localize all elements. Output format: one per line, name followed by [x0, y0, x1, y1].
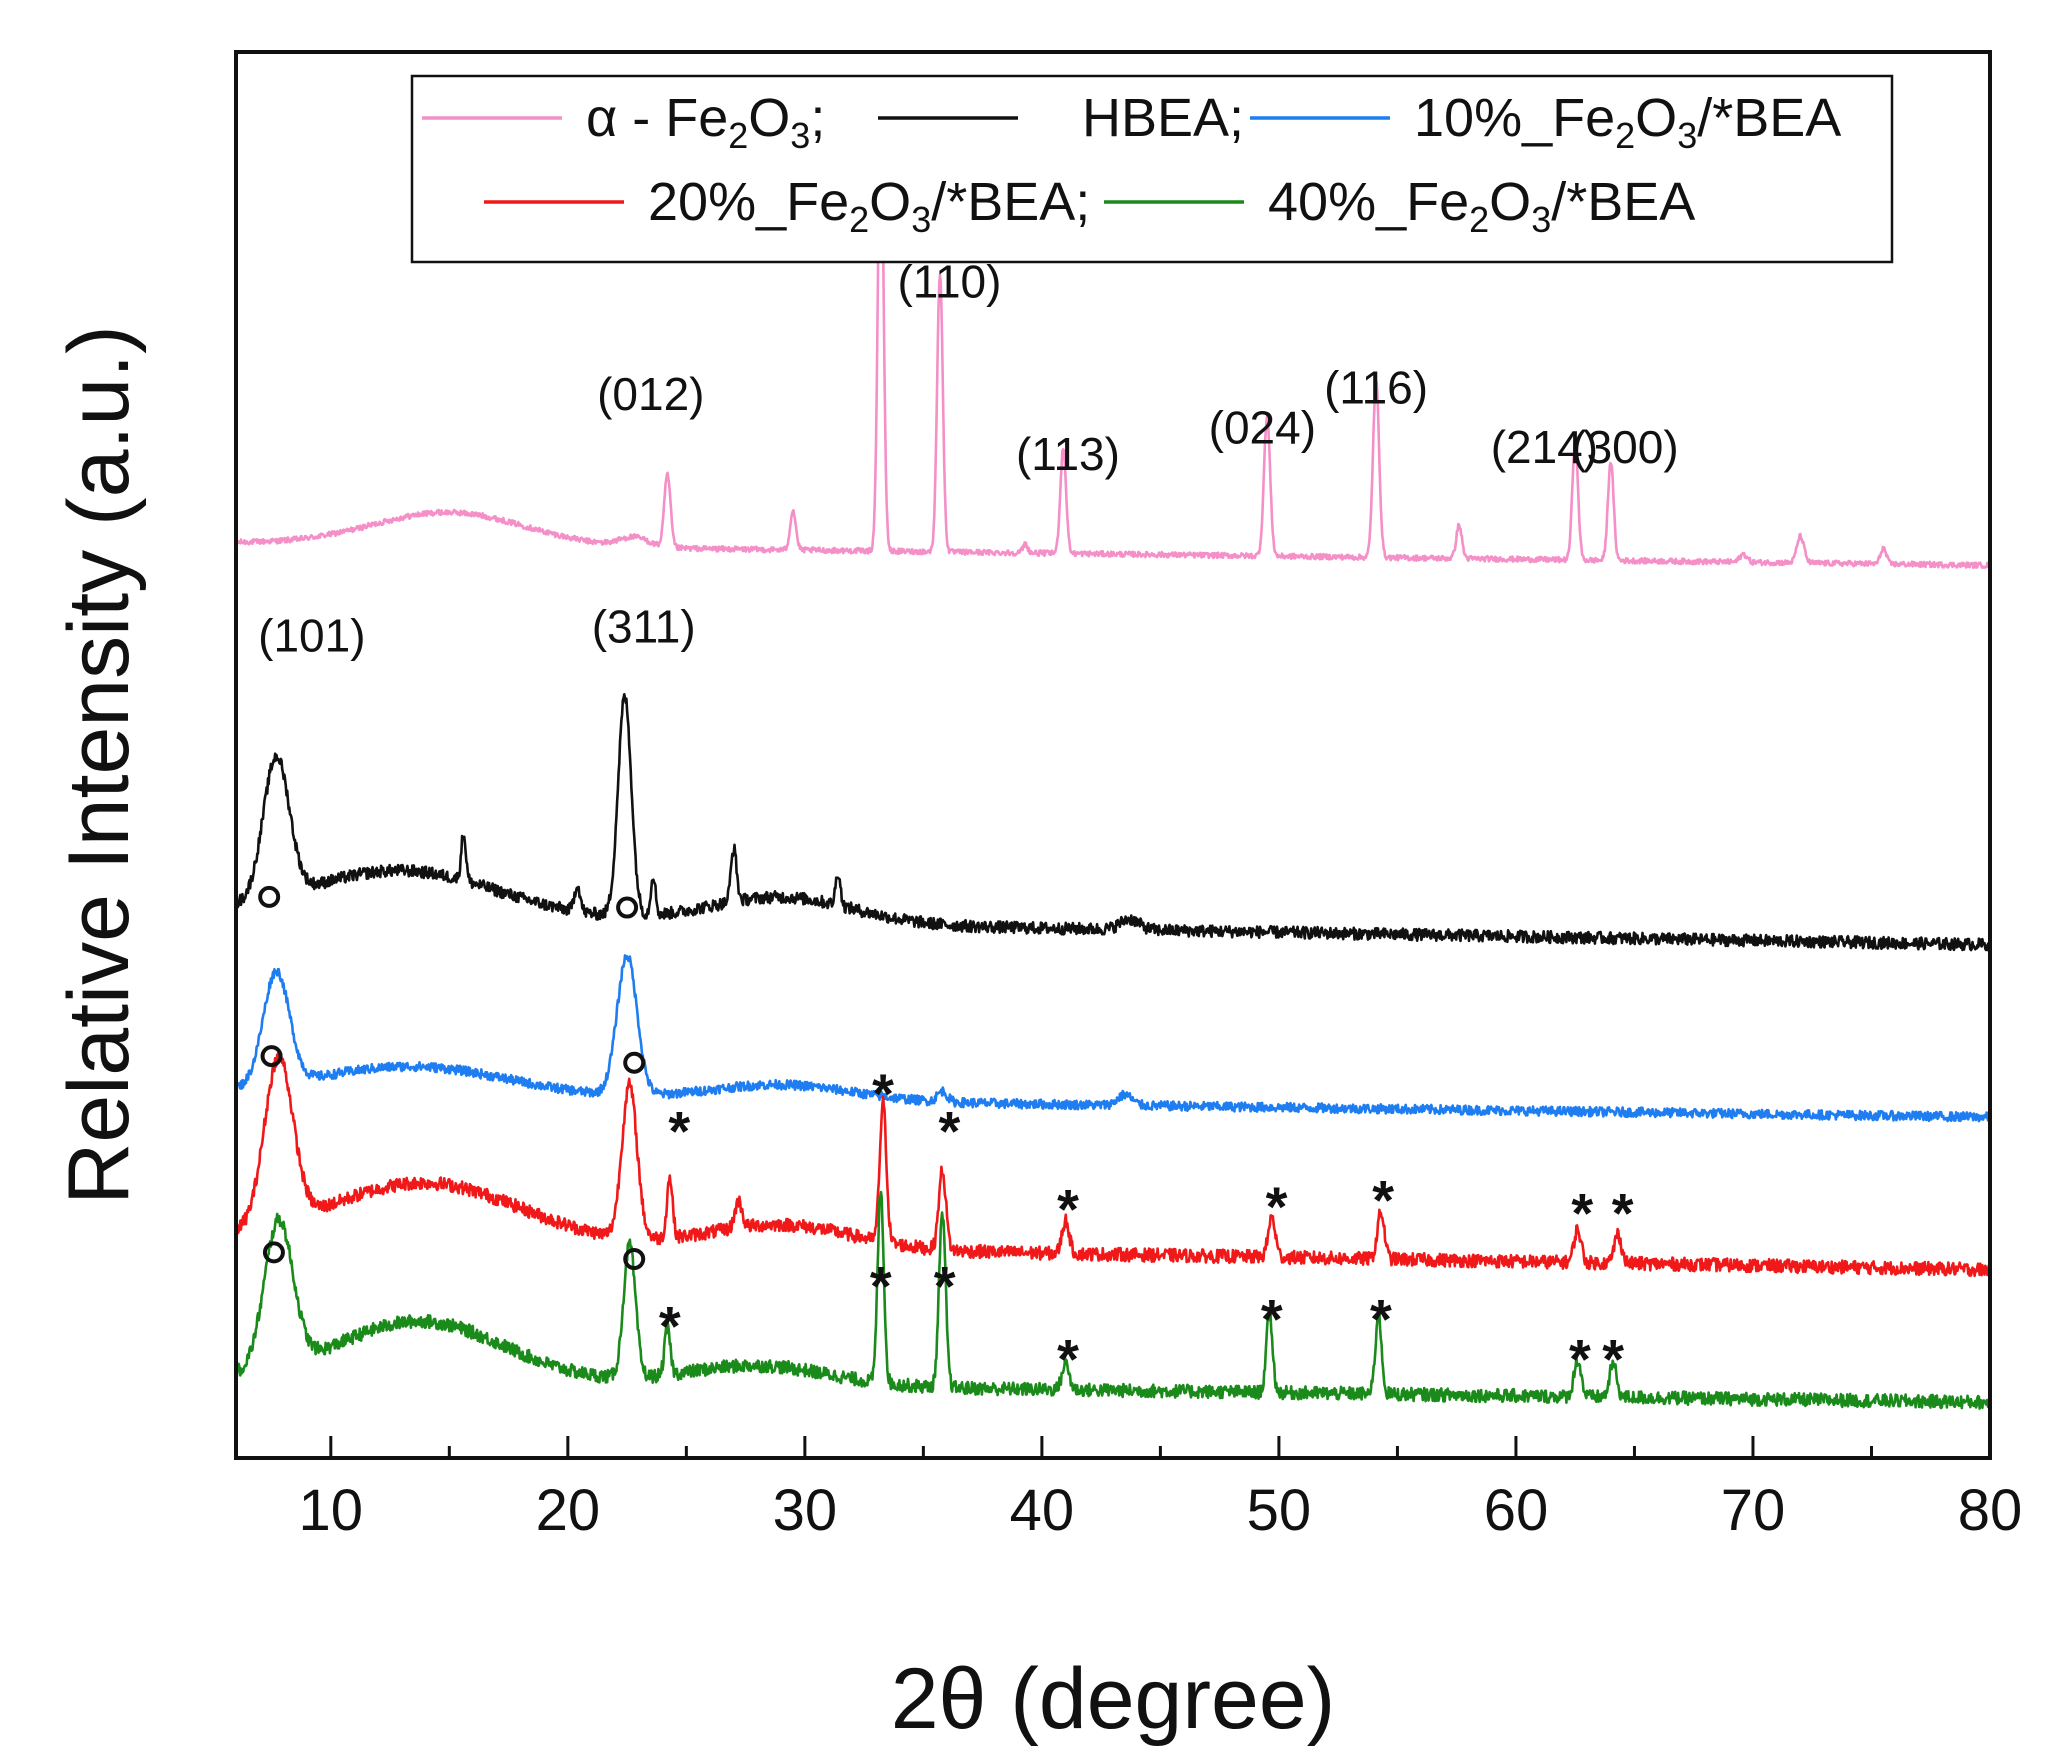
hematite-star-marker: * — [1569, 1328, 1591, 1391]
x-tick-label: 30 — [773, 1478, 838, 1543]
hematite-star-marker: * — [659, 1294, 681, 1357]
legend-subscript: 3 — [1677, 115, 1697, 156]
legend-text-part: O — [1635, 88, 1677, 148]
legend-subscript: 3 — [911, 199, 931, 240]
zeolite-circle-marker — [260, 1045, 283, 1068]
hematite-star-marker: * — [872, 1062, 894, 1125]
hematite-star-marker: * — [1261, 1288, 1283, 1351]
legend-subscript: 3 — [790, 115, 810, 156]
hematite-star-marker: * — [934, 1255, 956, 1318]
legend-text-part: O — [869, 172, 911, 232]
hematite-star-marker: * — [1372, 1168, 1394, 1231]
legend-text-part: /*BEA — [1697, 88, 1841, 148]
legend: α - Fe2O3; HBEA; 10%_Fe2O3/*BEA20%_Fe2O3/*… — [410, 74, 1894, 264]
peak-label: (110) — [897, 255, 1001, 307]
legend-text-part: 10%_Fe — [1414, 88, 1615, 148]
zeolite-circle-marker — [262, 1241, 285, 1264]
x-tick-label: 80 — [1958, 1478, 2023, 1543]
hematite-star-marker: * — [1612, 1182, 1634, 1245]
legend-label: 20%_Fe2O3/*BEA; — [648, 172, 1090, 240]
legend-subscript: 2 — [728, 115, 748, 156]
hematite-star-marker: * — [939, 1099, 961, 1162]
legend-label: α - Fe2O3; — [586, 88, 825, 156]
legend-text-part: O — [1489, 172, 1531, 232]
hematite-star-marker: * — [668, 1099, 690, 1162]
legend-label: 40%_Fe2O3/*BEA — [1268, 172, 1695, 240]
legend-label: 10%_Fe2O3/*BEA — [1414, 88, 1841, 156]
peak-label: (101) — [258, 610, 365, 662]
hematite-star-marker: * — [870, 1255, 892, 1318]
hematite-star-marker: * — [1057, 1328, 1079, 1391]
plot-frame — [234, 50, 1992, 1460]
peak-label: (012) — [597, 368, 704, 420]
x-tick-label: 20 — [536, 1478, 601, 1543]
x-tick-label: 60 — [1484, 1478, 1549, 1543]
y-axis-title: Relative Intensity (a.u.) — [51, 325, 147, 1204]
peak-label: (300) — [1571, 421, 1678, 473]
hematite-star-marker: * — [1057, 1178, 1079, 1241]
hematite-star-marker: * — [1370, 1288, 1392, 1351]
peak-label: (311) — [592, 600, 696, 652]
annotation-layer: (104)(110)(012)(113)(024)(116)(214)(300)… — [258, 167, 1679, 1391]
peak-label: (113) — [1016, 428, 1120, 480]
hematite-star-marker: * — [1571, 1182, 1593, 1245]
legend-text-part: O — [748, 88, 790, 148]
x-tick-label: 10 — [299, 1478, 364, 1543]
legend-text-part: α - Fe — [586, 88, 728, 148]
hematite-star-marker: * — [1602, 1328, 1624, 1391]
x-tick-label: 40 — [1010, 1478, 1075, 1543]
zeolite-circle-marker — [616, 896, 639, 919]
x-tick-label: 70 — [1721, 1478, 1786, 1543]
peak-label: (024) — [1209, 401, 1316, 453]
series-line-20-fe2o3-bea- — [234, 1050, 1991, 1278]
hematite-star-marker: * — [1266, 1175, 1288, 1238]
x-axis-title: 2θ (degree) — [891, 1651, 1336, 1747]
legend-text-part: /*BEA; — [931, 172, 1090, 232]
legend-text-part: /*BEA — [1551, 172, 1695, 232]
series-line-40-fe2o3-bea — [234, 1190, 1991, 1410]
series-layer — [234, 114, 1991, 1410]
legend-text-part: 40%_Fe — [1268, 172, 1469, 232]
x-tick-label: 50 — [1247, 1478, 1312, 1543]
series-line--fe2o3- — [234, 114, 1991, 570]
legend-text-part: ; — [810, 88, 825, 148]
legend-subscript: 2 — [1469, 199, 1489, 240]
legend-subscript: 2 — [1615, 115, 1635, 156]
zeolite-circle-marker — [623, 1248, 646, 1271]
series-line-10-fe2o3-bea — [234, 954, 1991, 1123]
series-line-hbea- — [234, 693, 1991, 952]
peak-label: (116) — [1324, 362, 1428, 414]
zeolite-circle-marker — [258, 885, 281, 908]
zeolite-circle-marker — [623, 1051, 646, 1074]
legend-text-part: 20%_Fe — [648, 172, 849, 232]
legend-subscript: 3 — [1531, 199, 1551, 240]
x-axis-ticks: 10 20 30 40 50 60 70 80 — [299, 1436, 2023, 1543]
legend-subscript: 2 — [849, 199, 869, 240]
peak-label: (214) — [1491, 421, 1598, 473]
legend-label: HBEA; — [1082, 88, 1244, 148]
legend-box — [410, 74, 1894, 264]
